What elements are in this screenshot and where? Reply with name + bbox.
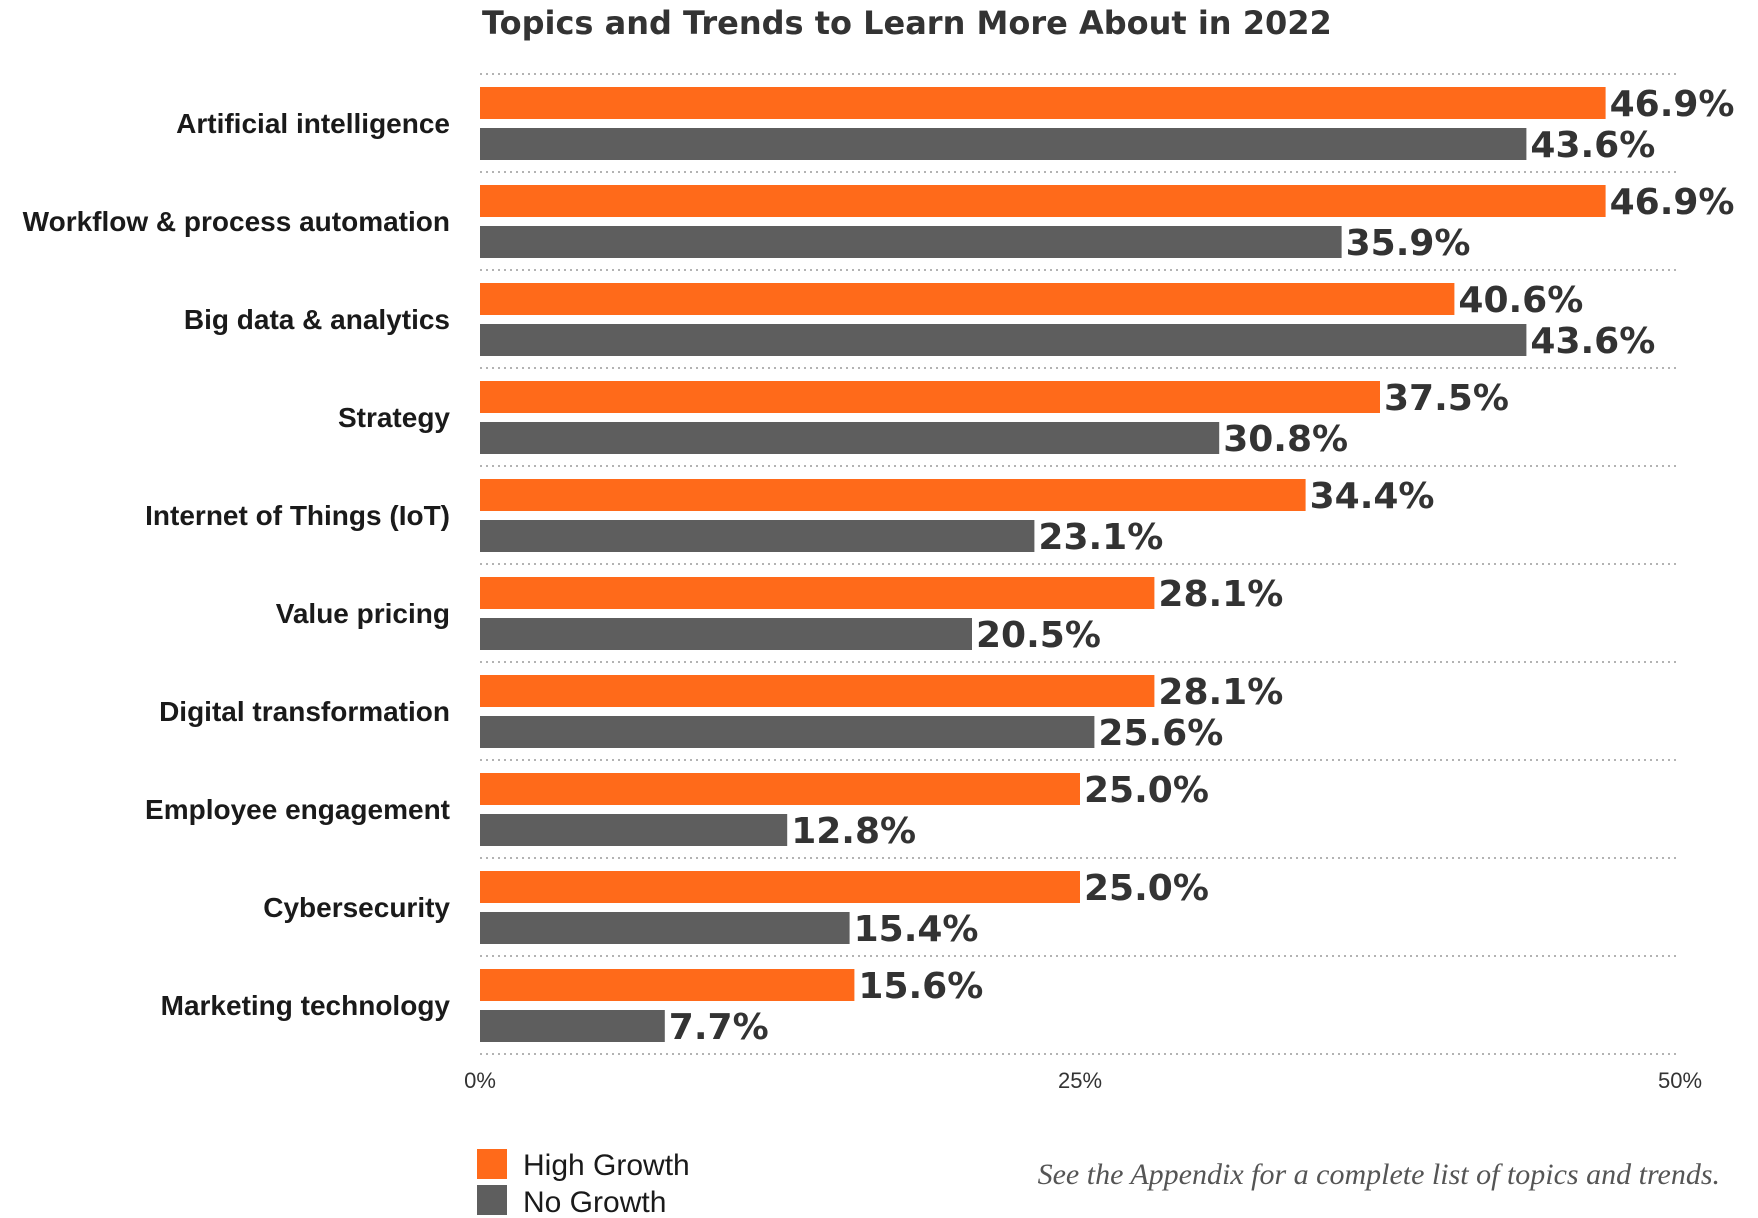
category-label-artificial-intelligence: Artificial intelligence [176,108,450,139]
legend-swatch-no-growth [477,1185,507,1215]
legend-swatch-high-growth [477,1149,507,1179]
category-label-marketing-technology: Marketing technology [161,990,451,1021]
bar-high-growth-cybersecurity [480,871,1080,903]
x-axis-ticks: 0% 25% 50% [464,1068,1702,1093]
x-tick-label: 25% [1058,1068,1102,1093]
value-label-no-growth-big-data-analytics: 43.6% [1530,321,1655,362]
bar-no-growth-marketing-technology [480,1010,665,1042]
chart-title: Topics and Trends to Learn More About in… [482,4,1332,42]
value-label-high-growth-marketing-technology: 15.6% [858,966,983,1007]
value-label-high-growth-cybersecurity: 25.0% [1084,868,1209,909]
bar-no-growth-big-data-analytics [480,324,1527,356]
bar-no-growth-artificial-intelligence [480,128,1527,160]
category-labels: Artificial intelligence Workflow & proces… [23,108,451,1021]
bar-no-growth-employee-engagement [480,814,788,846]
bar-high-growth-internet-of-things-iot [480,479,1306,511]
bar-high-growth-workflow-process-automation [480,185,1606,217]
value-label-high-growth-workflow-process-automation: 46.9% [1610,182,1735,223]
legend-label-no-growth: No Growth [523,1186,666,1218]
value-label-no-growth-cybersecurity: 15.4% [854,909,979,950]
category-label-internet-of-things-iot: Internet of Things (IoT) [145,500,450,531]
bar-high-growth-value-pricing [480,577,1155,609]
bar-high-growth-digital-transformation [480,675,1155,707]
bar-high-growth-big-data-analytics [480,283,1455,315]
x-tick-label: 0% [464,1068,496,1093]
bar-high-growth-artificial-intelligence [480,87,1606,119]
category-label-workflow-process-automation: Workflow & process automation [23,206,450,237]
value-label-no-growth-value-pricing: 20.5% [976,615,1101,656]
value-label-high-growth-strategy: 37.5% [1384,378,1509,419]
value-label-no-growth-strategy: 30.8% [1223,419,1348,460]
value-label-high-growth-value-pricing: 28.1% [1158,574,1283,615]
value-label-high-growth-artificial-intelligence: 46.9% [1610,84,1735,125]
bar-no-growth-cybersecurity [480,912,850,944]
bar-no-growth-internet-of-things-iot [480,520,1035,552]
category-label-cybersecurity: Cybersecurity [263,892,450,923]
value-label-high-growth-employee-engagement: 25.0% [1084,770,1209,811]
value-labels: 46.9%43.6%46.9%35.9%40.6%43.6%37.5%30.8%… [669,84,1735,1048]
category-label-employee-engagement: Employee engagement [145,794,450,825]
category-label-value-pricing: Value pricing [276,598,450,629]
bar-no-growth-strategy [480,422,1220,454]
category-label-big-data-analytics: Big data & analytics [184,304,450,335]
value-label-high-growth-big-data-analytics: 40.6% [1458,280,1583,321]
value-label-high-growth-digital-transformation: 28.1% [1158,672,1283,713]
value-label-no-growth-internet-of-things-iot: 23.1% [1038,517,1163,558]
grid-lines [480,73,1680,1055]
value-label-no-growth-marketing-technology: 7.7% [669,1007,769,1048]
value-label-no-growth-employee-engagement: 12.8% [791,811,916,852]
bar-high-growth-employee-engagement [480,773,1080,805]
bar-no-growth-digital-transformation [480,716,1095,748]
bars [480,87,1606,1042]
bar-high-growth-marketing-technology [480,969,855,1001]
category-label-digital-transformation: Digital transformation [159,696,450,727]
value-label-high-growth-internet-of-things-iot: 34.4% [1310,476,1435,517]
value-label-no-growth-artificial-intelligence: 43.6% [1530,125,1655,166]
bar-no-growth-value-pricing [480,618,972,650]
appendix-note: See the Appendix for a complete list of … [1038,1158,1720,1191]
value-label-no-growth-workflow-process-automation: 35.9% [1346,223,1471,264]
x-tick-label: 50% [1658,1068,1702,1093]
value-label-no-growth-digital-transformation: 25.6% [1098,713,1223,754]
bar-high-growth-strategy [480,381,1380,413]
legend: High Growth No Growth [477,1149,690,1218]
category-label-strategy: Strategy [338,402,450,433]
legend-label-high-growth: High Growth [523,1149,690,1182]
bar-no-growth-workflow-process-automation [480,226,1342,258]
